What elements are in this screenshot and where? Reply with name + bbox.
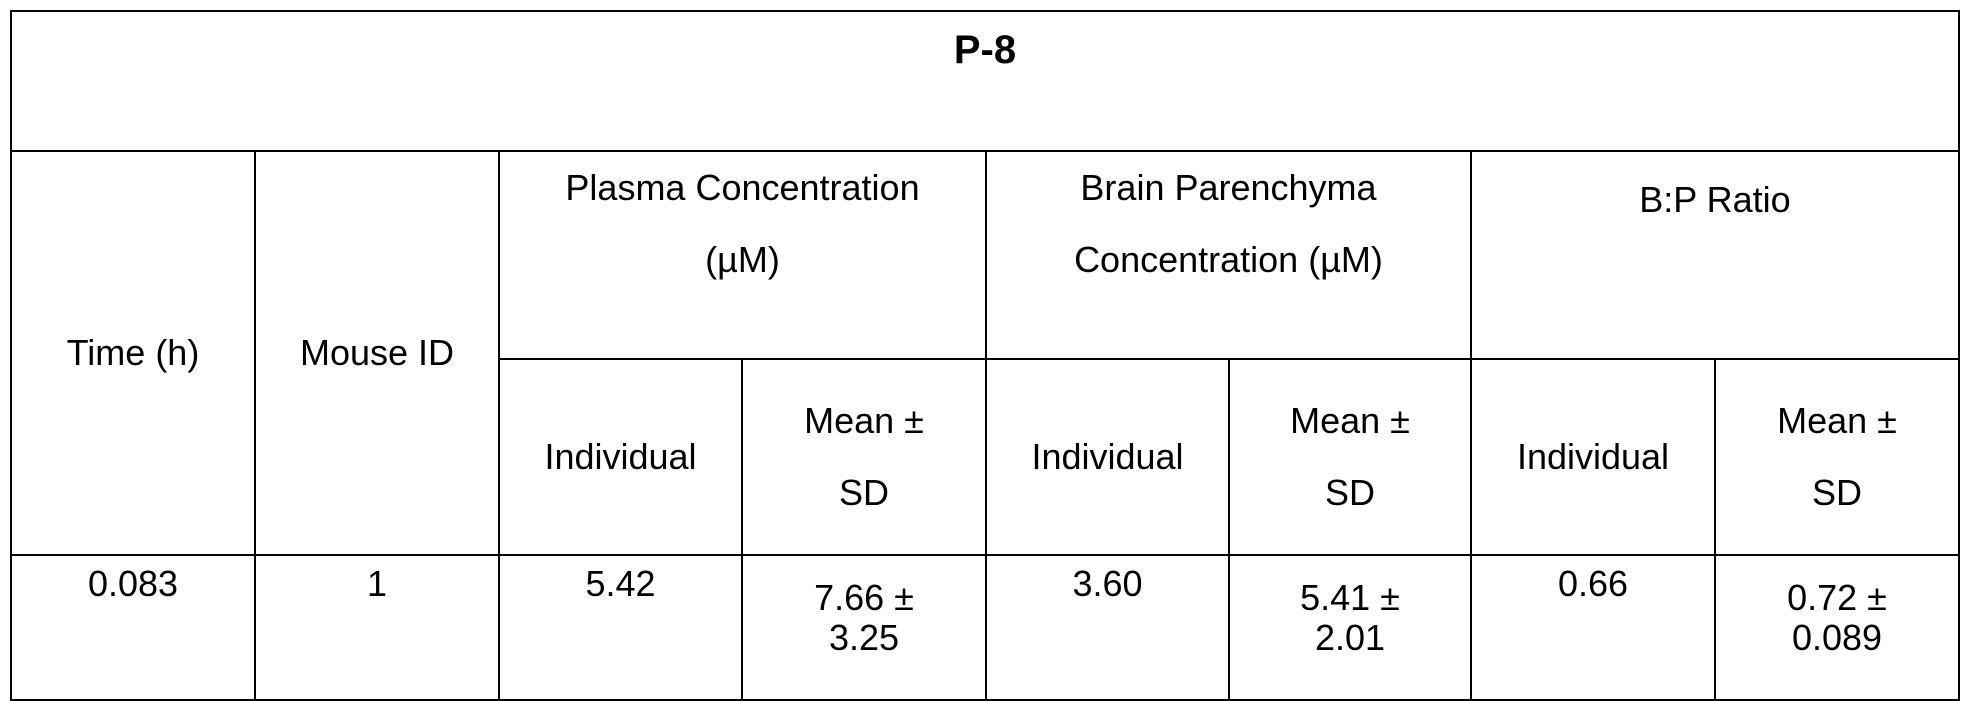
header-cell: B:P Ratio [1471, 151, 1959, 359]
subheader-cell: Mean ± SD [1229, 359, 1471, 555]
subheader-cell: Individual [1471, 359, 1715, 555]
data-table: P-8 Time (h) Mouse ID Plasma Concentrati… [10, 10, 1960, 701]
cell: 0.083 [11, 555, 255, 700]
subheader-cell: Individual [986, 359, 1229, 555]
header-row: Time (h) Mouse ID Plasma Concentration (… [11, 151, 1959, 359]
title-row: P-8 [11, 11, 1959, 151]
cell: 1 [255, 555, 499, 700]
header-cell: Time (h) [11, 151, 255, 555]
header-cell: Mouse ID [255, 151, 499, 555]
data-row: 0.083 1 5.42 7.66 ± 3.25 3.60 5.41 ± 2.0… [11, 555, 1959, 700]
table-title: P-8 [11, 11, 1959, 151]
subheader-cell: Mean ± SD [742, 359, 986, 555]
subheader-cell: Individual [499, 359, 742, 555]
cell: 5.41 ± 2.01 [1229, 555, 1471, 700]
subheader-cell: Mean ± SD [1715, 359, 1959, 555]
cell: 3.60 [986, 555, 1229, 700]
header-cell: Plasma Concentration (µM) [499, 151, 986, 359]
page: {"table": { "title": "P-8", "headers": [… [0, 0, 1970, 677]
header-cell: Brain Parenchyma Concentration (µM) [986, 151, 1471, 359]
cell: 0.66 [1471, 555, 1715, 700]
cell: 5.42 [499, 555, 742, 700]
cell: 0.72 ± 0.089 [1715, 555, 1959, 700]
cell: 7.66 ± 3.25 [742, 555, 986, 700]
